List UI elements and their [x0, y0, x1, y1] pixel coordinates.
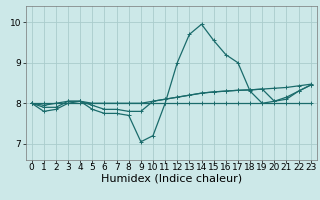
- X-axis label: Humidex (Indice chaleur): Humidex (Indice chaleur): [100, 173, 242, 183]
